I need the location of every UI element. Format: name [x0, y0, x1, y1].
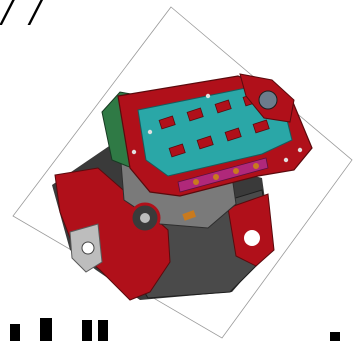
head-bolts: [131, 93, 303, 163]
injector-rail: [177, 157, 269, 193]
sensor-plug: [182, 210, 197, 221]
rear-flange: [227, 193, 275, 267]
head-rear-bore: [258, 90, 278, 110]
cropped-text-fragment: / /: [2, 0, 45, 31]
timing-cover: [54, 167, 171, 301]
mount-hole: [81, 241, 95, 255]
cropped-bottom-text: [0, 318, 357, 341]
crank-hub: [140, 213, 150, 223]
flange-bore: [244, 230, 260, 246]
injector-ports: [193, 163, 259, 185]
engine-block-model[interactable]: [52, 73, 313, 301]
